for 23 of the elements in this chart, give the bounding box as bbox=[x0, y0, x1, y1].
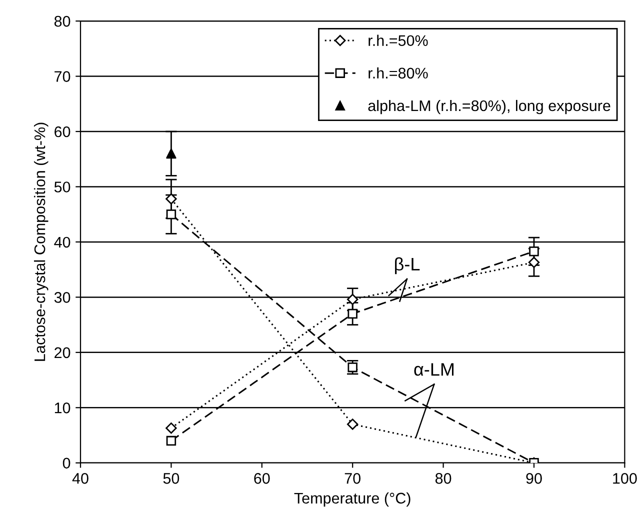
legend-label: r.h.=80% bbox=[368, 67, 428, 79]
legend-label: alpha-LM (r.h.=80%), long exposure bbox=[368, 100, 610, 114]
x-tick-label: 80 bbox=[435, 473, 452, 484]
annotation: α-LM bbox=[414, 363, 454, 376]
x-tick-label: 90 bbox=[526, 473, 542, 484]
y-tick-label: 80 bbox=[54, 16, 70, 27]
y-tick-label: 30 bbox=[54, 292, 70, 303]
y-tick-label: 50 bbox=[54, 182, 70, 192]
x-tick-label: 70 bbox=[344, 473, 360, 484]
x-axis-title: Temperature (°C) bbox=[294, 492, 410, 507]
y-tick-label: 40 bbox=[54, 236, 70, 248]
x-tick-label: 100 bbox=[613, 473, 637, 484]
x-tick-label: 50 bbox=[163, 473, 180, 484]
y-tick-label: 20 bbox=[54, 347, 70, 358]
y-tick-label: 60 bbox=[54, 126, 70, 138]
x-tick-label: 60 bbox=[254, 473, 270, 484]
y-tick-label: 70 bbox=[54, 71, 70, 82]
y-axis-title: Lactose-crystal Composition (wt-%) bbox=[34, 122, 48, 361]
legend-label: r.h.=50% bbox=[368, 34, 428, 46]
y-tick-label: 10 bbox=[54, 402, 70, 414]
annotation: β-L bbox=[395, 257, 420, 274]
x-tick-label: 40 bbox=[72, 473, 88, 484]
y-tick-label: 0 bbox=[62, 458, 70, 469]
